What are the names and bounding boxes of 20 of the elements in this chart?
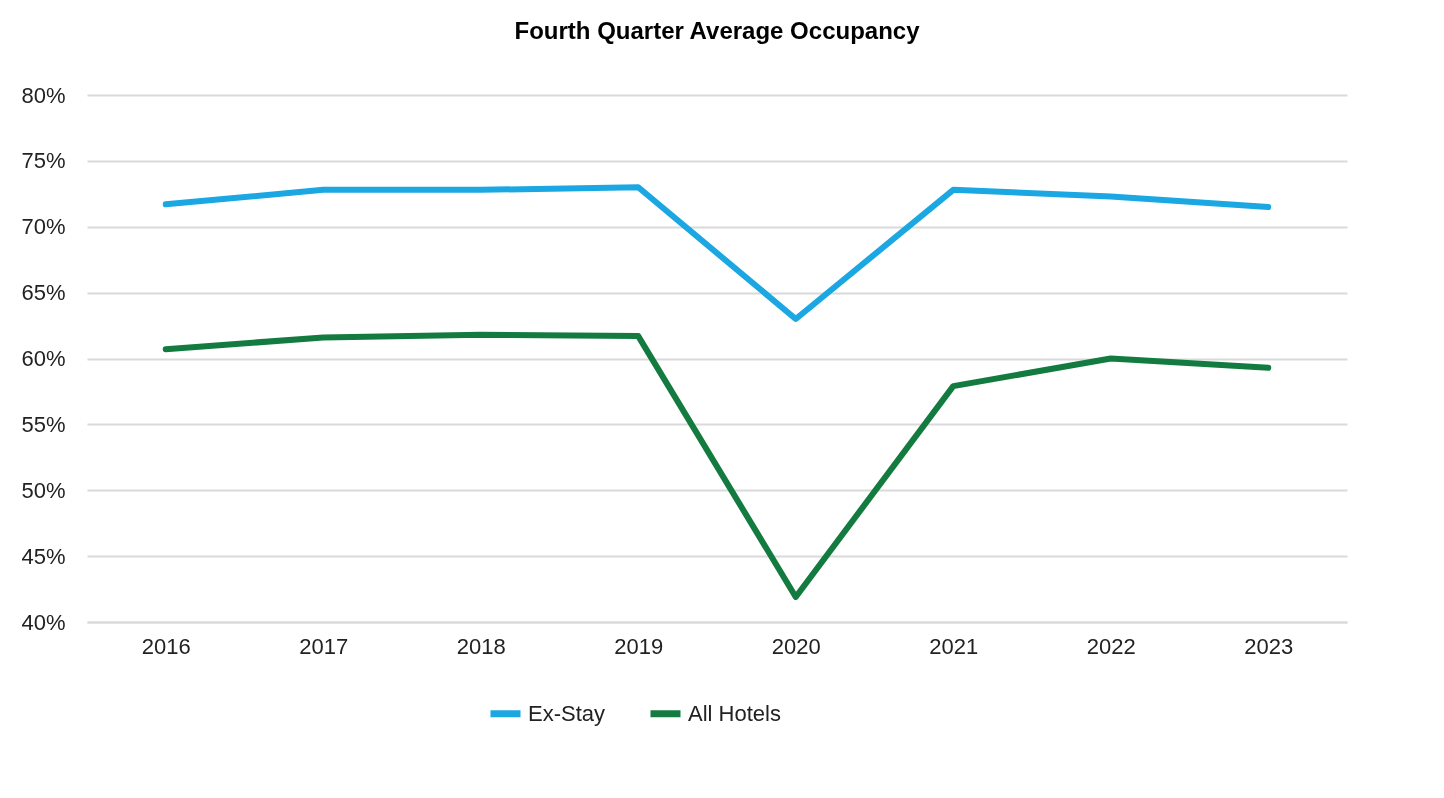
y-tick-label: 60% [21, 346, 66, 371]
x-tick-label: 2017 [299, 633, 349, 659]
y-tick-label: 50% [21, 477, 66, 503]
x-tick-label: 2020 [771, 633, 821, 659]
x-tick-label: 2016 [141, 633, 191, 659]
y-tick-label: 65% [21, 280, 66, 306]
y-tick-label: 70% [21, 214, 66, 240]
x-tick-label: 2019 [614, 633, 664, 659]
y-tick-label: 55% [21, 411, 66, 437]
x-tick-label: 2021 [929, 633, 979, 659]
y-tick-label: 80% [21, 82, 66, 108]
legend-label: Ex-Stay [528, 700, 606, 726]
chart-title: Fourth Quarter Average Occupancy [514, 17, 921, 44]
x-tick-label: 2022 [1086, 633, 1136, 659]
y-tick-label: 40% [21, 609, 66, 635]
x-tick-label: 2023 [1244, 633, 1294, 659]
y-tick-label: 75% [21, 148, 66, 174]
x-tick-label: 2018 [456, 633, 506, 659]
y-tick-label: 45% [21, 543, 66, 569]
legend-label: All Hotels [688, 700, 781, 726]
